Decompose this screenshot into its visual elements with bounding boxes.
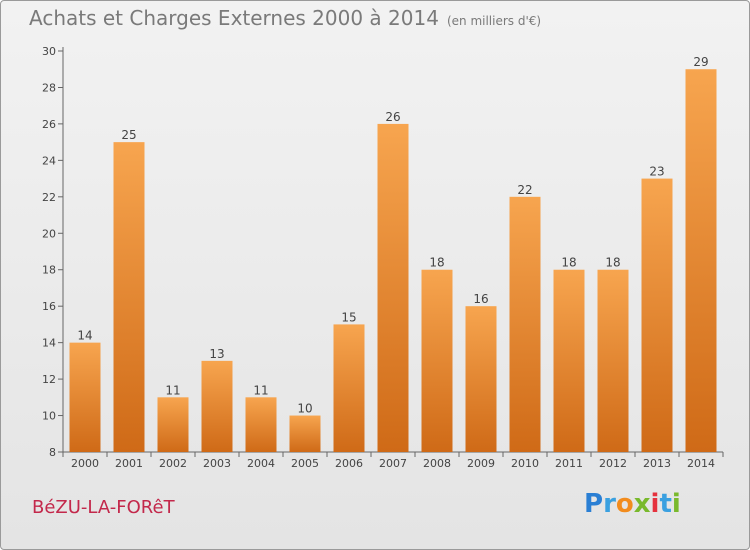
commune-name: BéZU-LA-FORêT: [32, 497, 175, 518]
y-tick-label: 16: [42, 300, 56, 313]
x-tick-label: 2004: [247, 457, 275, 470]
data-label: 23: [649, 165, 664, 179]
bar-2014: [685, 69, 717, 453]
bar-2004: [245, 397, 277, 452]
x-tick-label: 2009: [467, 457, 495, 470]
bar-2005: [289, 415, 321, 452]
chart-title: Achats et Charges Externes 2000 à 2014 (e…: [29, 6, 541, 30]
x-tick-label: 2014: [687, 457, 715, 470]
x-tick-label: 2002: [159, 457, 187, 470]
y-tick-label: 14: [42, 337, 56, 350]
bar-2001: [113, 142, 145, 453]
logo-letter: i: [671, 489, 681, 519]
y-tick-label: 26: [42, 118, 56, 131]
x-tick-label: 2003: [203, 457, 231, 470]
bar-2000: [69, 342, 101, 452]
y-tick-label: 28: [42, 81, 56, 94]
bar-2011: [553, 269, 585, 452]
bar-2007: [377, 123, 409, 452]
logo-letter: o: [615, 489, 634, 519]
y-tick-label: 8: [49, 446, 56, 459]
bar-2006: [333, 324, 365, 452]
x-tick-label: 2010: [511, 457, 539, 470]
x-tick-label: 2013: [643, 457, 671, 470]
x-tick-label: 2005: [291, 457, 319, 470]
data-label: 11: [253, 383, 268, 397]
data-label: 11: [165, 383, 180, 397]
logo-letter: x: [633, 489, 651, 519]
y-tick-label: 24: [42, 154, 56, 167]
data-label: 22: [517, 183, 532, 197]
logo-letter: i: [650, 489, 660, 519]
data-label: 25: [121, 128, 136, 142]
bar-2009: [465, 306, 497, 452]
bar-2012: [597, 269, 629, 452]
data-label: 16: [473, 292, 488, 306]
data-label: 14: [77, 329, 92, 343]
data-label: 29: [693, 55, 708, 69]
data-label: 18: [429, 256, 444, 270]
bar-2008: [421, 269, 453, 452]
y-tick-label: 10: [42, 410, 56, 423]
bar-2002: [157, 397, 189, 452]
data-label: 26: [385, 110, 400, 124]
data-label: 10: [297, 402, 312, 416]
data-label: 15: [341, 310, 356, 324]
logo-letter: P: [584, 489, 604, 519]
x-tick-label: 2001: [115, 457, 143, 470]
proxiti-logo[interactable]: Proxiti: [584, 489, 681, 519]
x-tick-label: 2011: [555, 457, 583, 470]
data-label: 18: [605, 256, 620, 270]
logo-letter: r: [603, 489, 616, 519]
y-tick-label: 18: [42, 264, 56, 277]
x-tick-label: 2008: [423, 457, 451, 470]
bar-2010: [509, 196, 541, 452]
x-tick-label: 2007: [379, 457, 407, 470]
bar-2003: [201, 360, 233, 452]
x-tick-label: 2012: [599, 457, 627, 470]
y-tick-label: 12: [42, 373, 56, 386]
data-label: 13: [209, 347, 224, 361]
chart-title-text: Achats et Charges Externes 2000 à 2014: [29, 6, 439, 30]
bar-2013: [641, 178, 673, 452]
y-tick-label: 22: [42, 191, 56, 204]
data-label: 18: [561, 256, 576, 270]
x-tick-label: 2000: [71, 457, 99, 470]
chart-unit: (en milliers d'€): [446, 14, 542, 28]
logo-letter: t: [659, 489, 672, 519]
x-tick-label: 2006: [335, 457, 363, 470]
y-tick-label: 30: [42, 45, 56, 58]
y-tick-label: 20: [42, 227, 56, 240]
